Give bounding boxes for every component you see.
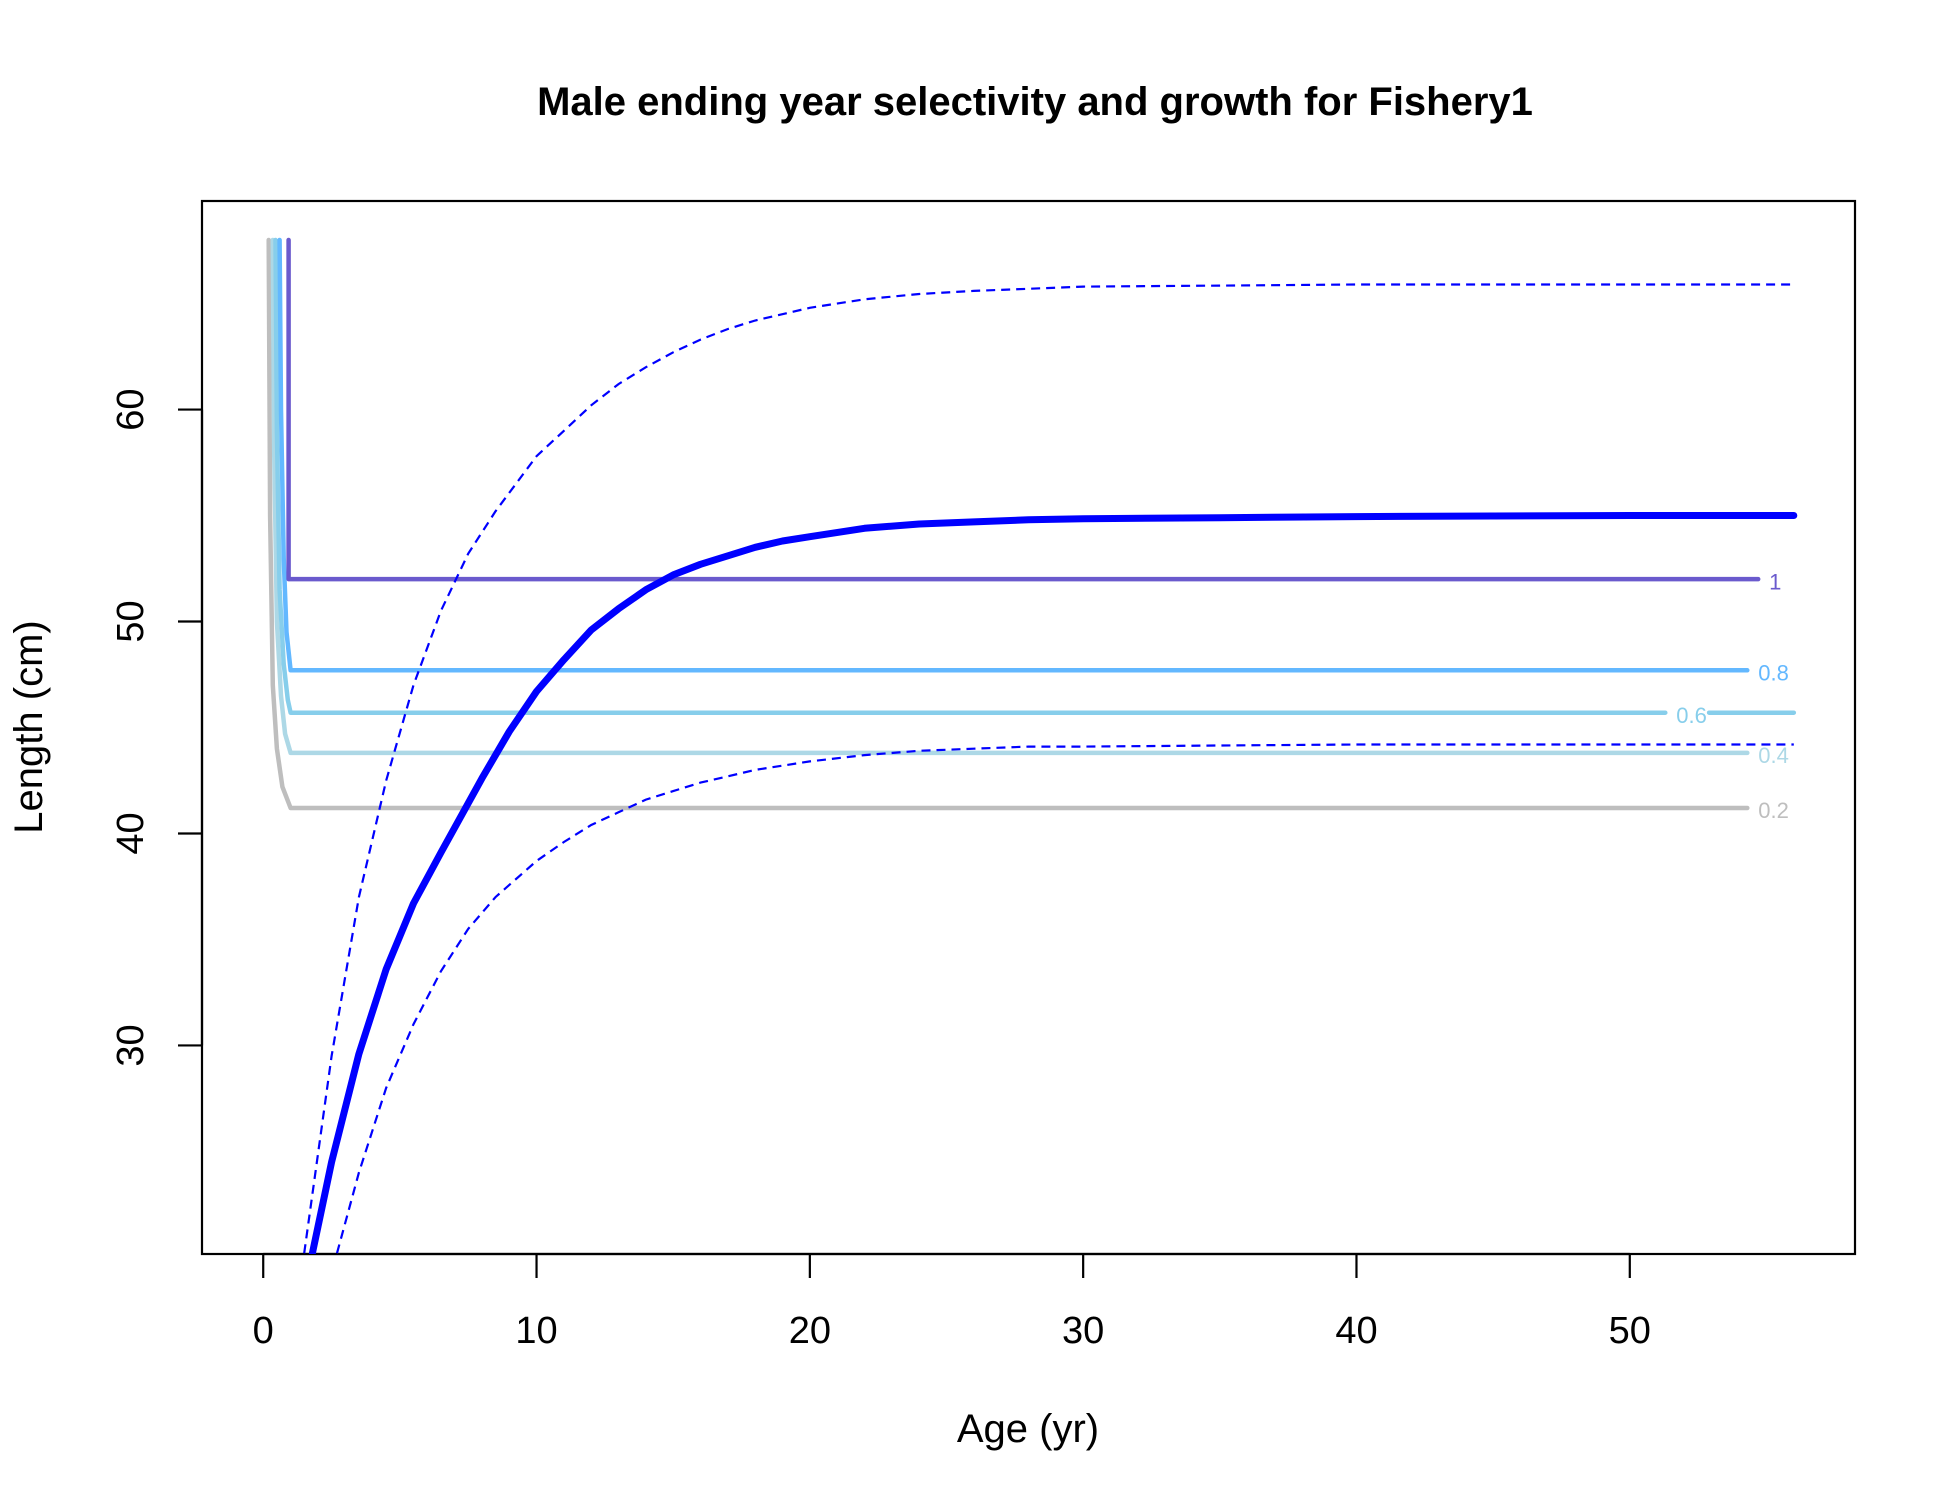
x-tick-label: 0 — [253, 1310, 274, 1352]
x-tick-label: 10 — [515, 1310, 557, 1352]
y-tick-label: 30 — [110, 1024, 152, 1066]
selectivity-contour-line — [273, 237, 1668, 715]
y-tick-label: 40 — [110, 812, 152, 854]
plot-area: 0.2 0.4 0.6 0.8 1 — [266, 237, 1798, 1254]
x-tick-label: 30 — [1062, 1310, 1104, 1352]
x-axis: 0 10 20 30 40 50 — [253, 1252, 1651, 1352]
selectivity-contour-line — [286, 237, 1761, 582]
selectivity-contour-label: 0.6 — [1676, 703, 1707, 728]
x-tick-label: 50 — [1609, 1310, 1651, 1352]
growth-lower-interval-line — [335, 743, 1794, 1254]
selectivity-contour-line — [266, 237, 1750, 811]
selectivity-contour-label: 0.2 — [1758, 798, 1789, 823]
y-tick-label: 50 — [110, 600, 152, 642]
selectivity-contour-line — [270, 237, 1750, 756]
growth-upper-interval-line — [303, 283, 1794, 1254]
x-tick-label: 40 — [1335, 1310, 1377, 1352]
x-axis-label: Age (yr) — [957, 1407, 1099, 1451]
x-tick-label: 20 — [789, 1310, 831, 1352]
y-axis: 30 40 50 60 — [110, 388, 204, 1067]
plot-frame — [200, 199, 1857, 1256]
growth-mean-line — [308, 512, 1798, 1254]
chart-title: Male ending year selectivity and growth … — [537, 80, 1533, 124]
selectivity-contour-label: 1 — [1769, 569, 1781, 594]
y-tick-label: 60 — [110, 388, 152, 430]
y-axis-label: Length (cm) — [7, 620, 51, 833]
selectivity-contour-label: 0.4 — [1758, 743, 1789, 768]
selectivity-contour-line — [277, 237, 1750, 673]
selectivity-contour-label: 0.8 — [1758, 660, 1789, 685]
